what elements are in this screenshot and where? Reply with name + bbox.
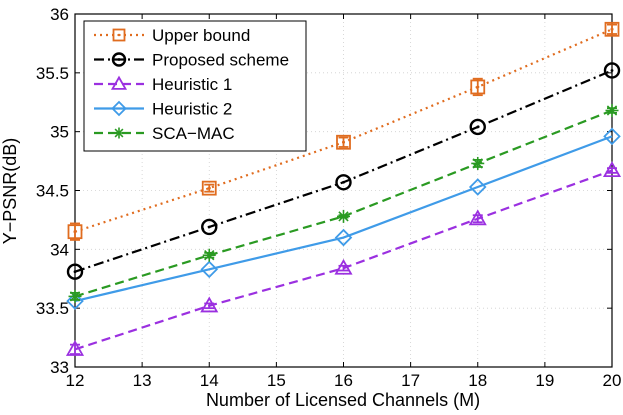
series-3 [65,161,622,356]
square-marker [470,79,486,95]
square-marker [67,224,83,240]
circle-marker-center [610,69,614,72]
circle-marker-center [476,125,480,129]
asterisk-stroke [338,211,349,222]
x-axis-label: Number of Licensed Channels (M) [206,390,480,410]
legend-label: Heuristic 2 [152,100,232,119]
circle-marker [66,263,84,280]
square-marker [336,134,351,150]
y-tick-label: 33 [50,358,69,377]
triangle-marker [602,161,622,178]
asterisk-stroke [472,158,483,169]
y-tick-label: 35.5 [36,64,69,83]
circle-marker-center [117,58,121,61]
asterisk-stroke [606,105,618,116]
legend-entry: Heuristic 2 [94,100,232,119]
x-tick-label: 12 [66,371,85,390]
y-tick-label: 34.5 [36,182,69,201]
diamond-marker [603,127,621,146]
series-4 [66,127,621,310]
x-tick-label: 20 [603,371,622,390]
diamond-marker [334,228,353,247]
legend: Upper bound Proposed scheme Heuristic 1 Heu… [83,20,307,152]
series-line [74,135,613,303]
series-group [65,21,622,356]
asterisk-stroke [204,250,215,261]
y-axis-label: Y−PSNR(dB) [0,138,20,245]
legend-entry: Upper bound [94,26,250,45]
circle-marker-center [342,180,345,184]
x-tick-label: 18 [468,371,487,390]
asterisk-marker [337,209,350,223]
y-tick-label: 33.5 [36,299,69,318]
asterisk-marker [471,156,485,170]
triangle-marker [200,296,219,313]
circle-marker [111,52,127,67]
circle-marker-center [207,225,211,229]
legend-label: SCA−MAC [152,124,235,143]
legend-entry: SCA−MAC [94,124,235,143]
asterisk-marker [113,127,125,139]
legend-box [83,20,307,152]
circle-marker [603,62,621,79]
diamond-marker [111,100,127,117]
x-tick-label: 19 [535,371,554,390]
asterisk-stroke [69,291,81,302]
asterisk-marker [68,289,82,303]
asterisk-stroke [114,128,124,138]
triangle-marker [334,258,353,275]
axis-ticks: 12 13 14 15 16 17 18 19 20 33 33.5 34 34.5 35 35.5 36 [36,5,622,390]
asterisk-marker [202,248,216,262]
y-tick-label: 35 [50,123,69,142]
series-5 [68,103,619,303]
legend-label: Heuristic 1 [152,75,232,94]
triangle-marker [468,209,487,226]
y-tick-label: 36 [50,5,69,24]
square-marker [201,180,217,196]
circle-marker [201,218,218,236]
x-tick-label: 17 [401,371,420,390]
legend-entry: Heuristic 1 [94,75,232,94]
diamond-marker [200,260,219,279]
circle-marker [469,118,486,136]
y-tick-label: 34 [50,240,69,259]
series-2 [66,62,621,280]
square-marker [112,28,126,42]
legend-label: Proposed scheme [152,51,289,70]
circle-marker [335,174,352,191]
diamond-marker [468,178,487,196]
x-tick-label: 14 [200,371,219,390]
triangle-marker [65,340,85,356]
legend-entry: Proposed scheme [94,51,289,70]
series-1 [67,21,620,241]
asterisk-marker [605,103,619,117]
x-tick-label: 16 [334,371,353,390]
legend-label: Upper bound [152,26,250,45]
x-tick-label: 13 [133,371,152,390]
x-tick-label: 15 [267,371,286,390]
circle-marker-center [73,270,77,274]
square-marker [604,21,620,37]
triangle-marker [110,75,128,90]
diamond-marker [66,292,84,310]
